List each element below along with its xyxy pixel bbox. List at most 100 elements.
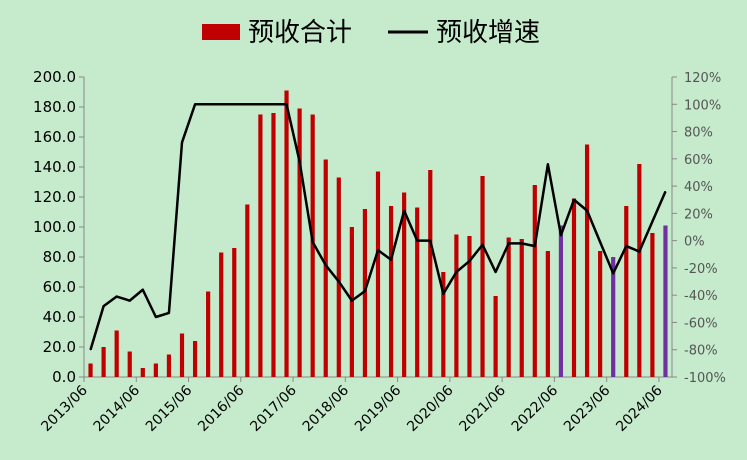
growth-point [103,305,105,307]
y-right-tick-label: -20% [684,262,718,277]
y-left-tick-label: 120.0 [33,188,76,206]
bar [415,207,420,377]
bar [506,237,511,377]
bar [310,114,315,377]
y-left-tick-label: 100.0 [33,218,76,236]
growth-point [312,241,314,243]
highlight-bar [558,225,564,377]
y-right-tick-label: 100% [684,98,721,113]
y-left-tick-label: 180.0 [33,98,76,116]
growth-point [338,280,340,283]
legend-label-line: 预收增速 [436,18,540,48]
growth-point [638,250,640,253]
bar [349,227,354,377]
growth-point [116,295,118,298]
line-series [89,103,667,351]
growth-point [534,245,536,247]
bar [584,144,590,377]
growth-point [390,259,392,261]
growth-point [651,220,654,223]
x-tick-label: 2020/06 [404,382,457,435]
y-right-tick-label: 80% [684,126,713,141]
bar [402,192,407,377]
highlight-bar [663,225,668,377]
bar [101,347,106,377]
y-left-tick-label: 60.0 [43,278,76,296]
growth-point [377,249,379,251]
growth-point [325,264,327,266]
y-left-tick-label: 160.0 [33,128,76,146]
growth-point [442,293,444,295]
x-tick-label: 2019/06 [352,382,405,435]
bar-series [88,90,668,377]
growth-point [403,210,405,212]
bar [219,252,224,377]
y-right-tick-label: 120% [684,71,721,86]
bar [153,363,158,377]
growth-point [625,245,627,247]
y-left-tick-label: 140.0 [33,158,76,176]
x-tick-label: 2018/06 [300,382,353,435]
y-right-tick-label: 20% [684,207,713,222]
bar [179,333,185,377]
growth-point [416,240,418,242]
y-right-tick-label: -40% [684,289,718,304]
highlight-bar [611,257,616,377]
bar [637,164,642,377]
bar [571,198,577,377]
bar [454,234,459,377]
y-right-tick-label: 40% [684,180,713,195]
growth-point [142,289,144,291]
growth-point [246,103,248,105]
bar [362,209,368,377]
growth-point [508,242,510,244]
bar [127,351,132,377]
y-right-tick-label: 60% [684,153,713,168]
bar [323,159,328,377]
x-tick-label: 2024/06 [613,382,666,435]
bar [493,296,498,377]
growth-point [612,272,614,274]
growth-point [89,349,92,351]
growth-point [194,103,196,105]
growth-point [299,160,301,163]
legend: 预收合计 预收增速 [202,18,540,48]
y-right-tick-label: -100% [684,371,726,386]
y-right-tick-label: -80% [684,344,718,359]
bar [388,206,394,377]
x-tick-label: 2013/06 [38,382,91,435]
bar [258,114,263,377]
y-left-tick-label: 40.0 [43,308,76,326]
bar [88,363,93,377]
bar [297,108,302,377]
bar [598,251,603,377]
bar [206,291,211,377]
growth-point [220,103,222,105]
growth-point [560,234,562,236]
x-tick-label: 2021/06 [457,382,510,435]
y-right-tick-label: 0% [684,235,705,250]
bar [441,272,446,377]
bar [140,368,145,377]
growth-point [573,199,575,201]
growth-point [599,241,601,243]
growth-point [272,103,275,105]
bar [428,170,433,377]
legend-label-bar: 预收合计 [248,18,352,48]
bar [271,113,276,377]
y-left-tick-label: 0.0 [52,368,76,386]
bar [467,236,472,377]
y-left-tick-label: 80.0 [43,248,76,266]
bar [545,251,550,377]
bar [284,90,289,377]
growth-point [129,300,131,302]
bar [375,171,381,377]
growth-point [351,300,353,302]
y-left-tick-label: 200.0 [33,68,76,86]
bar [192,341,198,377]
bar [245,204,250,377]
growth-point [285,103,288,105]
growth-point [521,242,523,244]
